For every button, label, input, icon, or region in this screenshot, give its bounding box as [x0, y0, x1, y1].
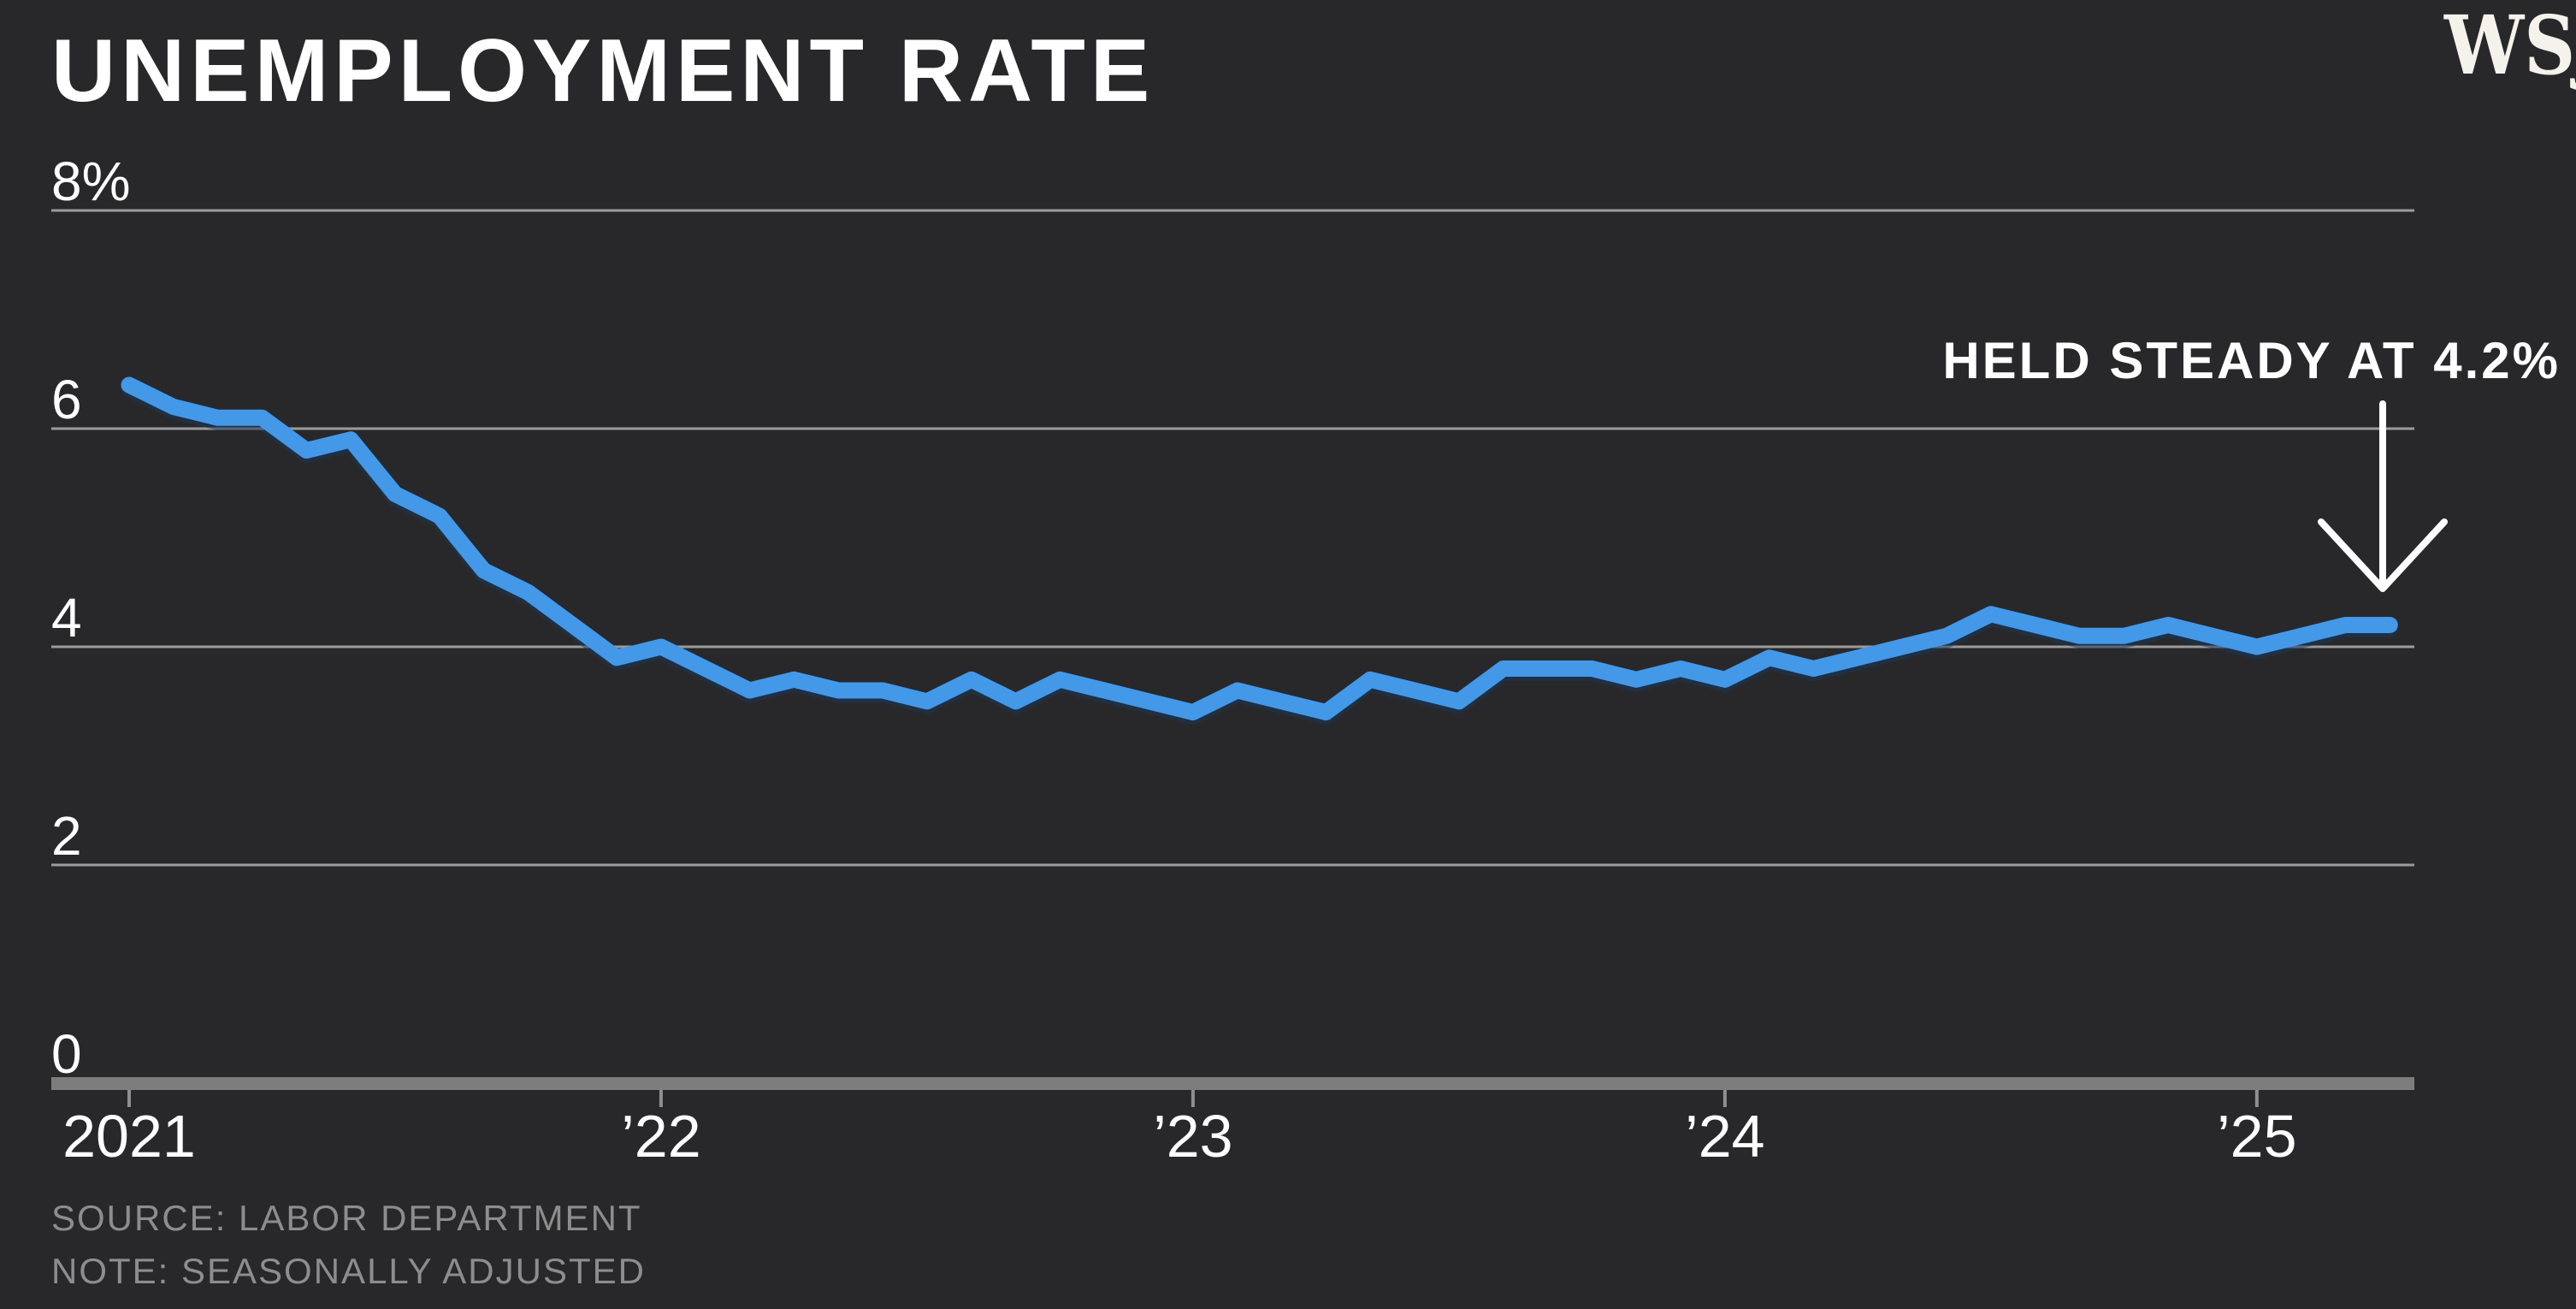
wsj-logo: WSJ. — [2443, 0, 2576, 93]
x-axis-label-24: ’24 — [1685, 1103, 1764, 1170]
y-axis-label-0: 0 — [51, 1023, 82, 1085]
annotation-label: HELD STEADY AT 4.2% — [1942, 332, 2561, 389]
x-tick-23 — [1191, 1090, 1195, 1107]
x-axis-label-2021: 2021 — [62, 1103, 196, 1170]
unemployment-line-series — [121, 376, 2398, 720]
x-axis-label-23: ’23 — [1153, 1103, 1232, 1170]
note-text: NOTE: SEASONALLY ADJUSTED — [51, 1251, 646, 1291]
y-axis-label-6: 6 — [51, 369, 82, 430]
x-axis-label-22: ’22 — [621, 1103, 700, 1170]
x-tick-22 — [659, 1090, 663, 1107]
x-axis-label-25: ’25 — [2217, 1103, 2296, 1170]
x-tick-2021 — [127, 1090, 131, 1107]
x-tick-24 — [1722, 1090, 1727, 1107]
y-axis-label-4: 4 — [51, 587, 82, 649]
y-axis-label-2: 2 — [51, 805, 82, 867]
x-axis-bar — [51, 1077, 2414, 1090]
page-title: UNEMPLOYMENT RATE — [51, 21, 1155, 121]
source-text: SOURCE: LABOR DEPARTMENT — [51, 1198, 642, 1238]
y-axis-label-8: 8% — [51, 151, 131, 212]
x-tick-25 — [2254, 1090, 2259, 1107]
annotation-down-arrow-icon — [2318, 400, 2448, 592]
